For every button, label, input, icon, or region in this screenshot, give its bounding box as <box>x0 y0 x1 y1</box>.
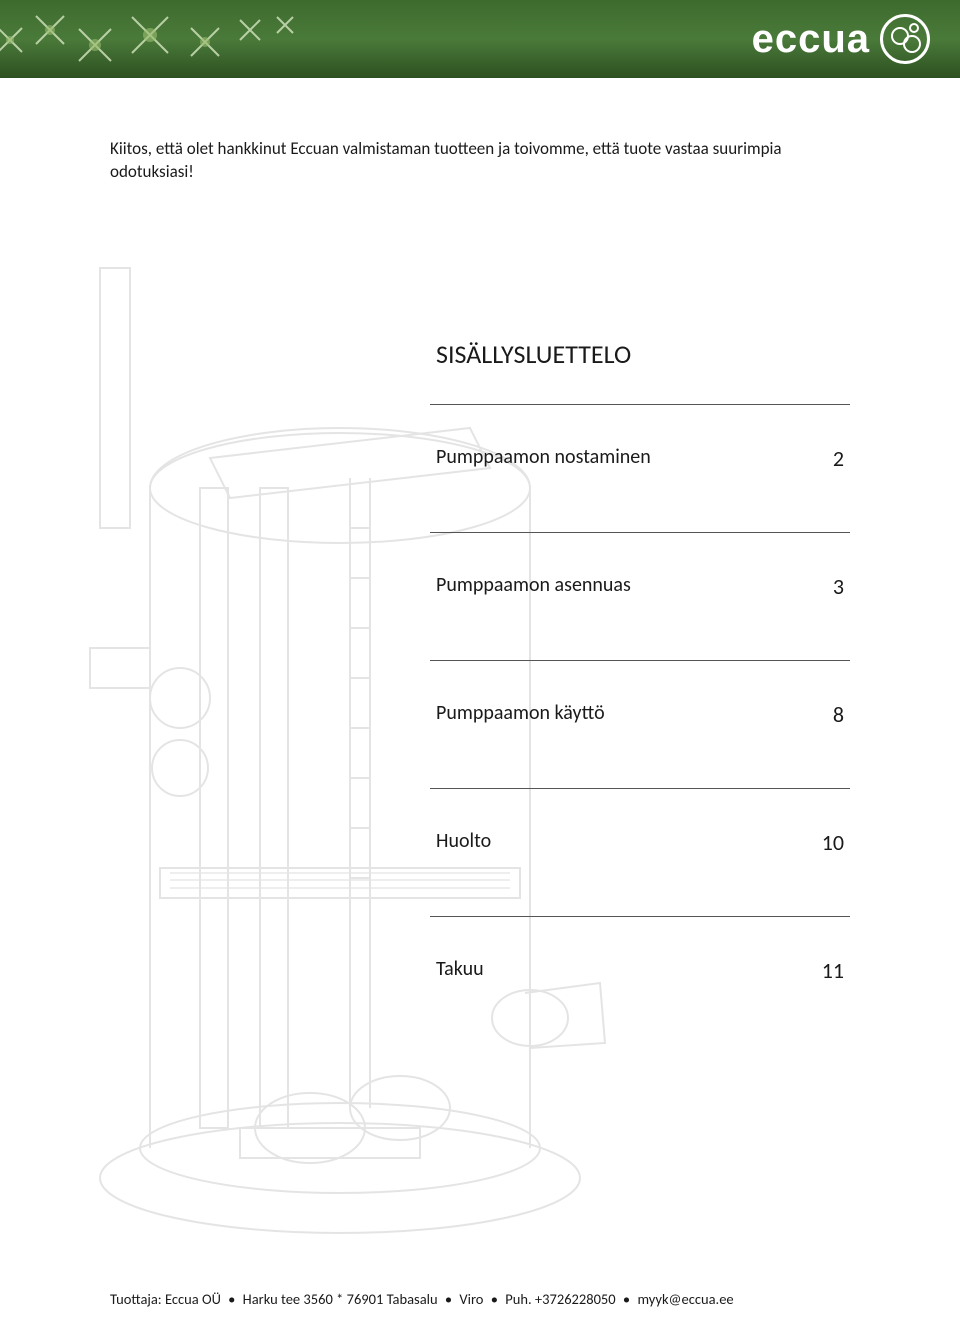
footer-phone: +3726228050 <box>535 1290 616 1308</box>
footer-country: Viro <box>459 1290 483 1308</box>
bullet-icon: • <box>441 1290 456 1308</box>
bullet-icon: • <box>619 1290 634 1308</box>
footer-email: myyk@eccua.ee <box>637 1290 733 1308</box>
footer-line: Tuottaja: Eccua OÜ • Harku tee 3560 * 76… <box>110 1290 850 1308</box>
brand-name: eccua <box>752 17 870 62</box>
leaf-pattern-graphic <box>0 0 320 78</box>
toc-item-label: Pumppaamon asennuas <box>436 573 631 597</box>
intro-paragraph: Kiitos, että olet hankkinut Eccuan valmi… <box>110 138 850 184</box>
toc-title: SISÄLLYSLUETTELO <box>430 338 850 370</box>
toc-row: Pumppaamon nostaminen 2 <box>430 404 850 532</box>
toc-item-page: 10 <box>814 829 844 856</box>
toc-row: Pumppaamon käyttö 8 <box>430 660 850 788</box>
toc-item-page: 8 <box>814 701 844 728</box>
toc-item-page: 11 <box>814 957 844 984</box>
table-of-contents: SISÄLLYSLUETTELO Pumppaamon nostaminen 2… <box>430 338 850 984</box>
bullet-icon: • <box>487 1290 502 1308</box>
bullet-icon: • <box>224 1290 239 1308</box>
page-body: Kiitos, että olet hankkinut Eccuan valmi… <box>0 78 960 1340</box>
brand-badge-icon <box>880 14 930 64</box>
footer-phone-label: Puh. <box>505 1290 531 1308</box>
toc-item-label: Takuu <box>436 957 484 981</box>
toc-row: Pumppaamon asennuas 3 <box>430 532 850 660</box>
footer-producer-label: Tuottaja: <box>110 1290 162 1308</box>
brand-logo: eccua <box>752 14 930 64</box>
toc-row: Takuu 11 <box>430 916 850 984</box>
toc-item-page: 2 <box>814 445 844 472</box>
header-banner: eccua <box>0 0 960 78</box>
footer-company: Eccua OÜ <box>165 1290 221 1308</box>
toc-row: Huolto 10 <box>430 788 850 916</box>
toc-item-page: 3 <box>814 573 844 600</box>
toc-item-label: Pumppaamon nostaminen <box>436 445 651 469</box>
toc-item-label: Pumppaamon käyttö <box>436 701 605 725</box>
toc-item-label: Huolto <box>436 829 491 853</box>
footer-address: Harku tee 3560 * 76901 Tabasalu <box>243 1290 438 1308</box>
